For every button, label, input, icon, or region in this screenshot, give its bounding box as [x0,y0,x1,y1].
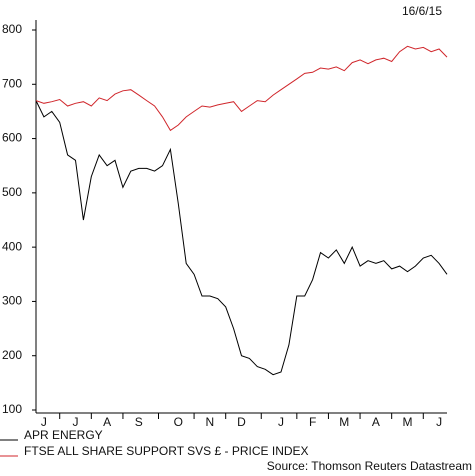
y-tick-label: 600 [2,131,22,145]
x-tick-label: A [372,415,380,429]
legend-label: APR ENERGY [24,428,103,442]
date-label: 16/6/15 [402,4,442,18]
x-tick-label: A [103,415,111,429]
y-tick-label: 800 [2,22,22,36]
source: Source: Thomson Reuters Datastream [267,459,472,473]
x-tick-label: M [339,415,349,429]
y-tick-label: 100 [2,402,22,416]
y-tick-label: 200 [2,348,22,362]
x-tick-label: F [309,415,316,429]
legend-label: FTSE ALL SHARE SUPPORT SVS £ - PRICE IND… [24,444,309,458]
x-tick-label: J [41,415,47,429]
x-tick-label: N [206,415,215,429]
x-tick-label: M [402,415,412,429]
series-line [35,100,448,376]
series-line [35,45,448,132]
x-tick-label: J [73,415,79,429]
y-tick-label: 500 [2,185,22,199]
x-tick-label: D [237,415,246,429]
x-tick-label: S [135,415,143,429]
y-tick-label: 300 [2,294,22,308]
y-tick-label: 400 [2,239,22,253]
x-tick-label: J [278,415,284,429]
x-tick-label: J [436,415,442,429]
x-tick-label: O [174,415,183,429]
y-tick-label: 700 [2,76,22,90]
